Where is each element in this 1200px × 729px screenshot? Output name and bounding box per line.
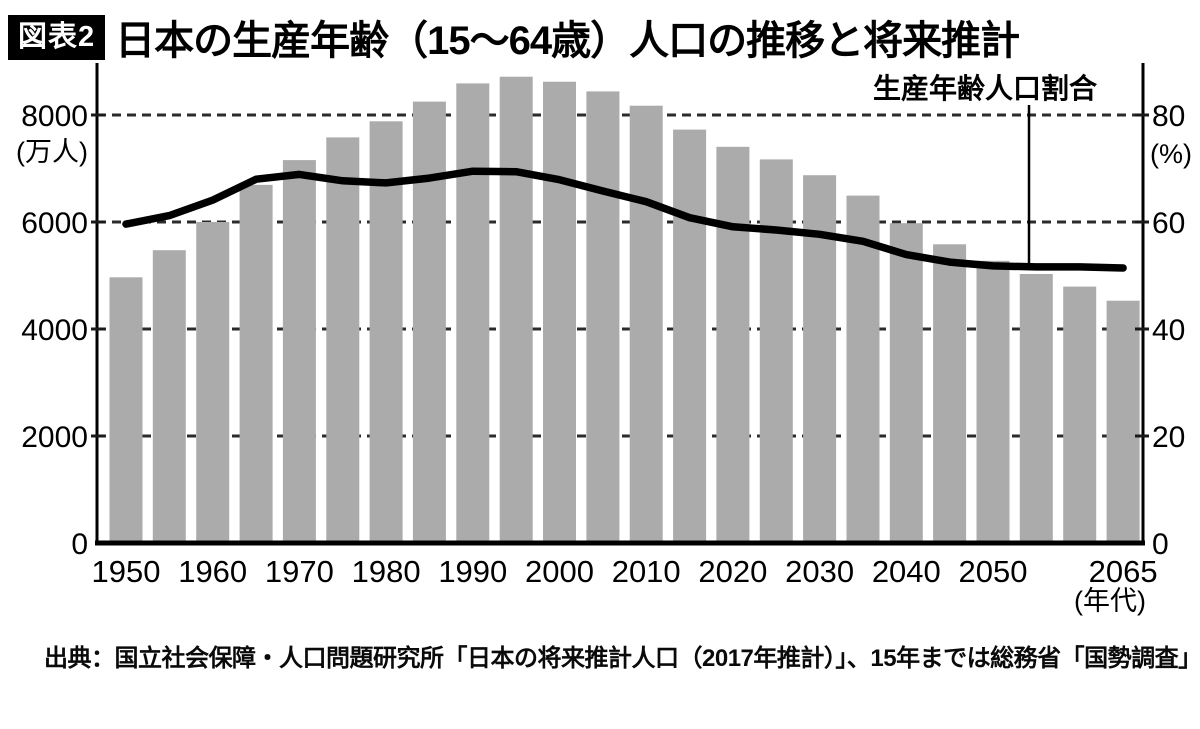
- figure-header: 図表2 日本の生産年齢（15～64歳）人口の推移と将来推計: [8, 8, 1020, 66]
- bar-2025: [759, 159, 793, 543]
- source-note: 出典：国立社会保障・人口問題研究所「日本の将来推計人口（2017年推計）」、15…: [44, 645, 1200, 672]
- left-tick-label-6000: 6000: [21, 207, 88, 240]
- left-axis-labels: 0 2000 4000 6000 8000 (万人): [16, 100, 88, 561]
- right-axis-unit: (%): [1150, 139, 1192, 169]
- bar-2000: [543, 81, 576, 543]
- bar-1950: [109, 277, 143, 543]
- annotation: 生産年齢人口割合: [873, 72, 1098, 263]
- ratio-polyline: [122, 167, 1127, 272]
- x-tick-label-2030: 2030: [785, 554, 854, 589]
- bars: [109, 76, 1140, 544]
- x-axis-unit: (年代): [1074, 586, 1146, 616]
- right-axis-labels: 0 20 40 60 80 (%): [1150, 100, 1192, 561]
- bar-2065: [1106, 300, 1140, 543]
- left-axis-unit: (万人): [16, 137, 88, 167]
- bar-1965: [239, 184, 273, 543]
- bar-2060: [1063, 286, 1097, 543]
- x-tick-label-2010: 2010: [612, 554, 681, 589]
- x-axis-labels: 1950 1960 1970 1980 1990 2000 2010 2020 2030 2040…: [92, 554, 1158, 616]
- right-tick-label-80: 80: [1152, 100, 1185, 133]
- bar-2010: [629, 105, 663, 543]
- bar-1990: [456, 83, 490, 544]
- bar-2020: [716, 146, 750, 544]
- right-tick-label-0: 0: [1152, 528, 1169, 561]
- gridlines: [97, 113, 1143, 438]
- x-tick-label-2065: 2065: [1089, 554, 1158, 589]
- x-tick-label-1970: 1970: [265, 554, 334, 589]
- bar-1975: [326, 137, 360, 543]
- left-tick-label-4000: 4000: [21, 314, 88, 347]
- axes: [91, 63, 1149, 546]
- x-tick-label-2050: 2050: [959, 554, 1028, 589]
- right-tick-label-60: 60: [1152, 207, 1185, 240]
- right-tick-label-40: 40: [1152, 314, 1185, 347]
- bar-1995: [499, 76, 533, 543]
- left-tick-label-0: 0: [71, 528, 88, 561]
- bar-2040: [889, 223, 923, 543]
- x-tick-label-1990: 1990: [438, 554, 507, 589]
- bar-2005: [586, 91, 620, 544]
- bar-1955: [152, 250, 186, 543]
- x-tick-label-1950: 1950: [92, 554, 161, 589]
- left-tick-label-8000: 8000: [21, 100, 88, 133]
- bar-2050: [976, 260, 1010, 543]
- x-tick-label-2000: 2000: [525, 554, 594, 589]
- x-tick-label-2040: 2040: [872, 554, 941, 589]
- bar-1970: [282, 160, 316, 543]
- figure-title: 日本の生産年齢（15～64歳）人口の推移と将来推計: [115, 19, 1020, 63]
- bar-2055: [1019, 274, 1053, 543]
- bar-2035: [846, 195, 880, 543]
- figure-badge: 図表2: [8, 14, 106, 60]
- right-tick-label-20: 20: [1152, 421, 1185, 454]
- bar-2015: [673, 129, 707, 543]
- ratio-annotation-label: 生産年齢人口割合: [873, 72, 1098, 104]
- x-tick-label-1980: 1980: [352, 554, 421, 589]
- bar-1985: [412, 101, 446, 543]
- x-tick-label-2020: 2020: [698, 554, 767, 589]
- bar-2045: [933, 244, 967, 544]
- ratio-line: [122, 167, 1127, 272]
- bar-1980: [369, 121, 403, 544]
- x-tick-label-1960: 1960: [178, 554, 247, 589]
- left-tick-label-2000: 2000: [21, 421, 88, 454]
- bar-1960: [196, 222, 230, 543]
